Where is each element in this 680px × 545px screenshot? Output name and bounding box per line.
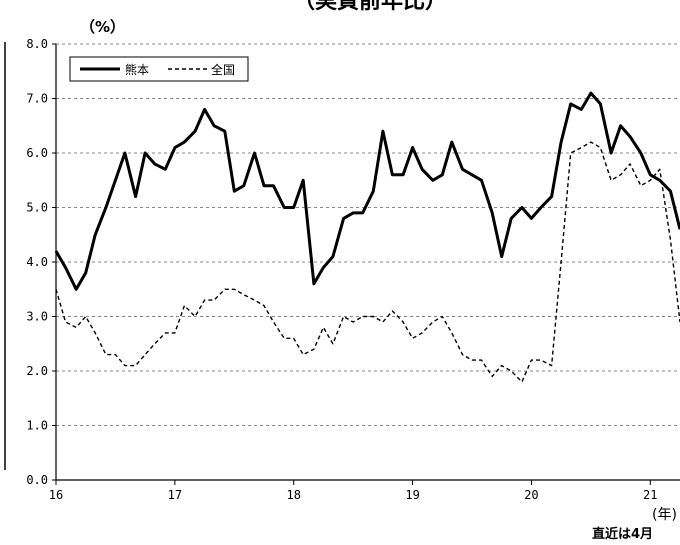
y-tick-label: 6.0 [26,146,48,160]
legend-label-kumamoto: 熊本 [125,62,149,77]
series-lines [54,91,680,383]
x-tick-label: 17 [168,488,182,502]
y-tick-label: 5.0 [26,201,48,215]
latest-month-note: 直近は4月 [592,526,653,542]
x-tick-label: 18 [286,488,300,502]
legend-box [69,56,249,82]
x-unit-label: (年) [652,507,677,523]
gridlines [56,43,680,426]
y-tick-label: 4.0 [26,255,48,269]
legend: 熊本 全国 [69,56,249,82]
x-tick-label: 16 [49,488,63,502]
x-tick-label: 21 [643,488,657,502]
axes: 0.0 1.0 2.0 3.0 4.0 5.0 6.0 7.0 8.0 16 17 18 19 20 21 [26,37,680,502]
y-tick-label: 7.0 [26,92,48,106]
series-line-kumamoto [54,91,680,291]
y-tick-label: 1.0 [26,419,48,433]
x-tick-label: 19 [405,488,419,502]
y-tick-label: 2.0 [26,364,48,378]
y-unit-label: （%） [80,18,125,36]
x-tick-label: 20 [524,488,538,502]
chart-title: （実質前年比） [293,0,447,14]
legend-label-national: 全国 [211,62,235,77]
y-tick-label: 0.0 [26,473,48,487]
y-tick-label: 8.0 [26,37,48,51]
y-tick-label: 3.0 [26,310,48,324]
